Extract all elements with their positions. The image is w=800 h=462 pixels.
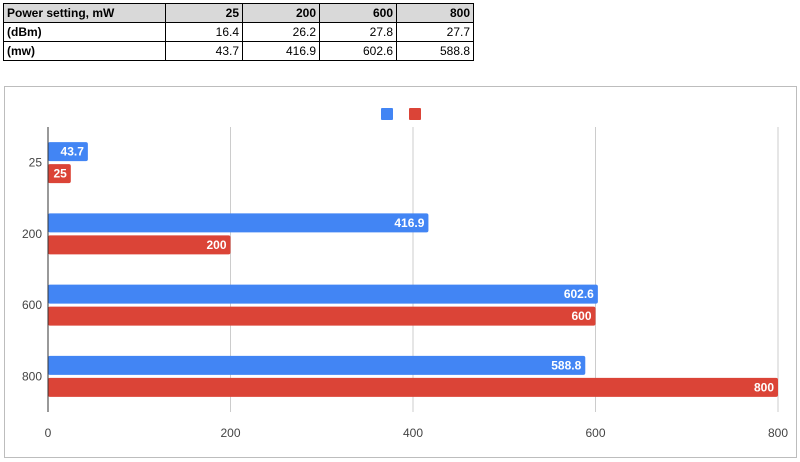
table-row-label: (dBm) [3,22,166,42]
data-label: 800 [754,380,774,394]
table-header-cell: 25 [165,3,243,23]
data-label: 588.8 [551,358,581,372]
y-category-label: 800 [22,369,42,383]
table-cell: 588.8 [396,41,474,61]
y-category-label: 25 [29,156,43,170]
table-header-cell: 800 [396,3,474,23]
bar-series-2[interactable] [48,377,778,397]
table-cell: 43.7 [165,41,243,61]
table-header-cell: Power setting, mW [3,3,166,23]
data-label: 200 [206,238,226,252]
x-tick-label: 600 [585,426,605,440]
x-tick-label: 200 [220,426,240,440]
data-label: 600 [571,309,591,323]
bar-series-1[interactable] [48,213,429,233]
table-header-cell: 600 [319,3,397,23]
bar-series-2[interactable] [48,306,596,326]
y-category-label: 600 [22,298,42,312]
bar-series-1[interactable] [48,284,598,304]
table-cell: 27.8 [319,22,397,42]
data-label: 416.9 [394,216,424,230]
x-tick-label: 400 [403,426,423,440]
table-header-row: Power setting, mW 25 200 600 800 [3,3,474,23]
data-label: 602.6 [564,287,594,301]
bar-series-1[interactable] [48,142,88,162]
legend-swatch-series-1 [381,108,393,120]
chart-frame: 0 200 400 600 800 43.7 25 25 416.9 200 200 602.6 600… [4,86,797,458]
table-cell: 416.9 [242,41,320,61]
table-row: (mw) 43.7 416.9 602.6 588.8 [3,41,474,61]
y-category-label: 200 [22,227,42,241]
legend-swatch-series-2 [409,108,421,120]
bar-series-1[interactable] [48,355,586,375]
table-row: (dBm) 16.4 26.2 27.8 27.7 [3,22,474,42]
data-label: 25 [53,167,67,181]
table-cell: 26.2 [242,22,320,42]
data-label: 43.7 [61,145,85,159]
table-header-cell: 200 [242,3,320,23]
x-tick-label: 0 [45,426,52,440]
bar-series-2[interactable] [48,235,231,255]
bar-series-2[interactable] [48,164,71,184]
table-cell: 602.6 [319,41,397,61]
x-tick-label: 800 [768,426,788,440]
table-cell: 27.7 [396,22,474,42]
table-cell: 16.4 [165,22,243,42]
table-row-label: (mw) [3,41,166,61]
bar-chart: 0 200 400 600 800 43.7 25 25 416.9 200 200 602.6 600… [22,108,788,440]
power-table: Power setting, mW 25 200 600 800 (dBm) 1… [3,3,474,61]
